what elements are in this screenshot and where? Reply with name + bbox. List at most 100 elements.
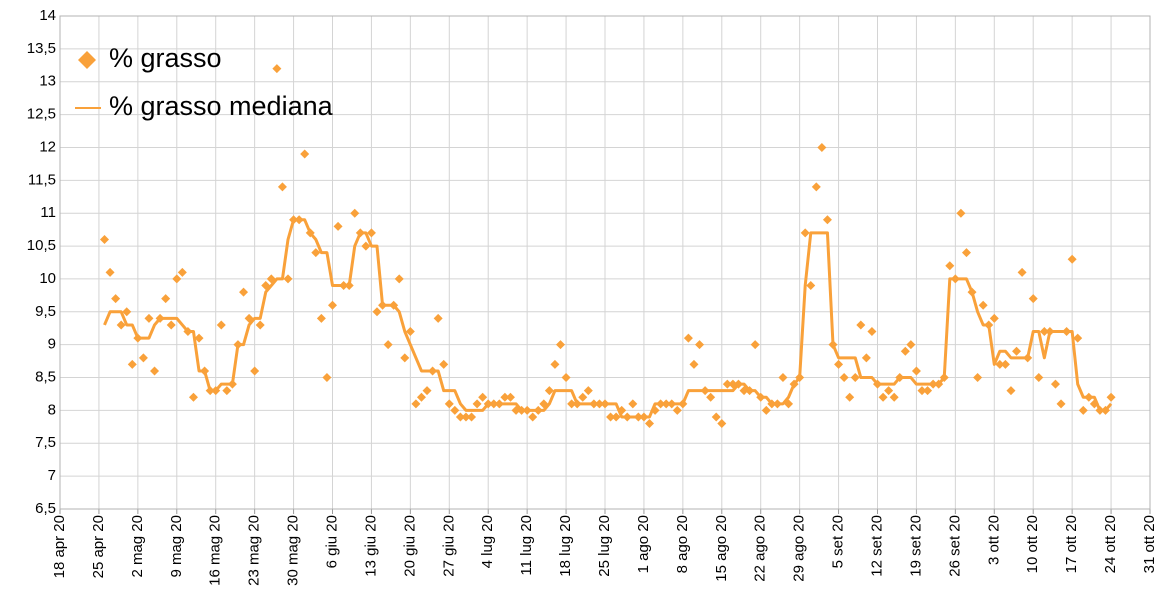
data-point	[1078, 405, 1088, 415]
data-point	[322, 373, 332, 383]
data-point	[711, 412, 721, 422]
data-point	[945, 261, 955, 271]
data-point	[923, 386, 933, 396]
data-point	[778, 373, 788, 383]
data-point	[472, 399, 482, 409]
data-point	[105, 267, 115, 277]
data-point	[611, 412, 621, 422]
data-point	[644, 419, 654, 429]
x-tick-label: 1 ago 20	[635, 515, 652, 573]
x-tick-label: 6 giu 20	[323, 515, 340, 568]
data-point	[683, 333, 693, 343]
data-point	[99, 234, 109, 244]
data-point	[1106, 392, 1116, 402]
data-point	[172, 274, 182, 284]
data-point	[116, 320, 126, 330]
data-point	[839, 373, 849, 383]
x-tick-label: 20 giu 20	[401, 515, 418, 577]
data-point	[1039, 327, 1049, 337]
y-tick-label: 12,5	[27, 106, 56, 123]
x-tick-label: 11 lug 20	[518, 515, 535, 576]
x-tick-label: 3 ott 20	[985, 515, 1002, 565]
y-tick-label: 14	[39, 7, 56, 24]
data-point	[889, 392, 899, 402]
data-point	[461, 412, 471, 422]
data-point	[439, 359, 449, 369]
data-point	[884, 386, 894, 396]
x-tick-label: 16 mag 20	[207, 515, 224, 586]
data-point	[444, 399, 454, 409]
y-tick-label: 11,5	[28, 171, 56, 188]
x-tick-label: 25 lug 20	[596, 515, 613, 577]
data-point	[188, 392, 198, 402]
data-point	[1006, 386, 1016, 396]
data-point	[917, 386, 927, 396]
data-point	[834, 359, 844, 369]
data-point	[177, 267, 187, 277]
legend-label: % grasso	[109, 43, 222, 73]
y-tick-label: 9	[48, 336, 56, 353]
x-tick-label: 18 apr 20	[51, 515, 68, 578]
x-tick-label: 30 mag 20	[285, 515, 302, 586]
x-tick-label: 13 giu 20	[362, 515, 379, 577]
data-point	[316, 313, 326, 323]
y-tick-label: 10,5	[27, 237, 56, 254]
y-tick-label: 6,5	[35, 500, 56, 517]
data-point	[850, 373, 860, 383]
y-tick-label: 7	[48, 467, 56, 484]
data-point	[911, 366, 921, 376]
data-point	[689, 359, 699, 369]
y-tick-label: 10	[39, 270, 56, 287]
data-point	[127, 359, 137, 369]
data-point	[578, 392, 588, 402]
data-point	[222, 386, 232, 396]
data-point	[1073, 333, 1083, 343]
data-point	[973, 373, 983, 383]
x-tick-label: 10 ott 20	[1024, 515, 1041, 573]
data-point	[283, 274, 293, 284]
x-tick-label: 18 lug 20	[557, 515, 574, 577]
data-point	[989, 313, 999, 323]
data-point	[806, 281, 816, 291]
y-tick-label: 11	[40, 204, 56, 221]
x-tick-label: 12 set 20	[868, 515, 885, 577]
x-tick-label: 26 set 20	[946, 515, 963, 577]
x-tick-label: 23 mag 20	[246, 515, 263, 586]
data-point	[405, 327, 415, 337]
data-point	[122, 307, 132, 317]
data-point	[906, 340, 916, 350]
data-point	[1012, 346, 1022, 356]
data-point	[383, 340, 393, 350]
data-point	[695, 340, 705, 350]
data-point	[300, 149, 310, 159]
x-tick-label: 19 set 20	[907, 515, 924, 577]
data-point	[311, 248, 321, 258]
data-point	[138, 353, 148, 363]
data-point	[433, 313, 443, 323]
data-point	[372, 307, 382, 317]
data-point	[817, 142, 827, 152]
data-point	[1050, 379, 1060, 389]
x-tick-label: 5 set 20	[830, 515, 847, 568]
data-point	[561, 373, 571, 383]
data-point	[706, 392, 716, 402]
data-point	[478, 392, 488, 402]
data-point	[1017, 267, 1027, 277]
data-point	[1067, 254, 1077, 264]
y-tick-label: 12	[39, 138, 56, 155]
data-point	[628, 399, 638, 409]
data-line	[103, 218, 1113, 419]
data-point	[845, 392, 855, 402]
data-point	[150, 366, 160, 376]
data-point	[961, 248, 971, 258]
data-point	[416, 392, 426, 402]
x-tick-label: 15 ago 20	[713, 515, 730, 582]
data-point	[1056, 399, 1066, 409]
data-point	[1000, 359, 1010, 369]
data-point	[800, 228, 810, 238]
data-point	[216, 320, 226, 330]
data-point	[761, 405, 771, 415]
data-point	[450, 405, 460, 415]
y-tick-label: 8	[48, 401, 56, 418]
